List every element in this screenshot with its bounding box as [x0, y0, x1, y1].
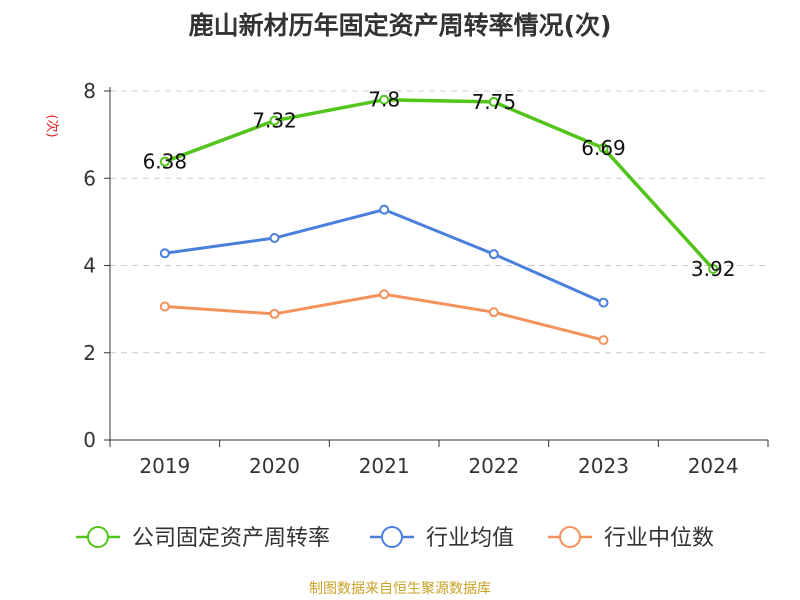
- data-point: [488, 307, 499, 318]
- x-tick-label: 2023: [578, 454, 629, 478]
- series-line: [164, 97, 715, 271]
- data-label: 6.38: [143, 150, 188, 174]
- axes: 0 2 4 6 8 2019 2020 2021 2022 2023 2024: [83, 79, 769, 478]
- legend-label: 行业中位数: [604, 526, 714, 551]
- data-point: [598, 297, 609, 308]
- y-tick-label: 8: [83, 79, 96, 103]
- chart-title: 鹿山新材历年固定资产周转率情况(次): [188, 11, 612, 40]
- legend-marker: [87, 526, 109, 548]
- data-point: [159, 248, 170, 259]
- data-point: [488, 96, 499, 107]
- y-tick-label: 4: [83, 254, 96, 278]
- data-point: [379, 289, 390, 300]
- data-label: 7.8: [368, 88, 400, 112]
- data-point: [598, 335, 609, 346]
- source-note: 制图数据来自恒生聚源数据库: [309, 581, 491, 597]
- x-tick-label: 2021: [359, 454, 410, 478]
- series-line: [164, 292, 604, 342]
- legend-label: 公司固定资产周转率: [132, 526, 330, 551]
- x-tick-label: 2024: [688, 454, 739, 478]
- data-point: [159, 301, 170, 312]
- series-line: [164, 208, 605, 304]
- legend-marker: [559, 526, 581, 548]
- data-point: [269, 308, 280, 319]
- y-tick-label: 2: [83, 341, 96, 365]
- y-tick-label: 0: [83, 428, 96, 452]
- data-label: 6.69: [581, 136, 626, 160]
- data-point: [708, 263, 719, 274]
- x-tick-label: 2020: [249, 454, 300, 478]
- data-label: 7.32: [252, 109, 297, 133]
- legend-label: 行业均值: [426, 526, 514, 551]
- legend-marker: [381, 526, 403, 548]
- data-point: [159, 156, 170, 167]
- data-labels: 6.38 7.32 7.8 7.75 6.69 3.92: [143, 88, 736, 281]
- series: [159, 94, 719, 346]
- data-point: [598, 143, 609, 154]
- y-tick-label: 6: [83, 166, 96, 190]
- x-tick-label: 2019: [139, 454, 190, 478]
- data-point: [488, 249, 499, 260]
- y-axis-label: (次): [44, 114, 60, 137]
- data-point: [269, 233, 280, 244]
- data-point: [379, 204, 390, 215]
- data-label: 3.92: [691, 257, 736, 281]
- legend: 公司固定资产周转率 行业均值 行业中位数: [76, 526, 714, 551]
- data-point: [379, 94, 390, 105]
- data-label: 7.75: [472, 90, 517, 114]
- data-point: [269, 115, 280, 126]
- x-tick-label: 2022: [468, 454, 519, 478]
